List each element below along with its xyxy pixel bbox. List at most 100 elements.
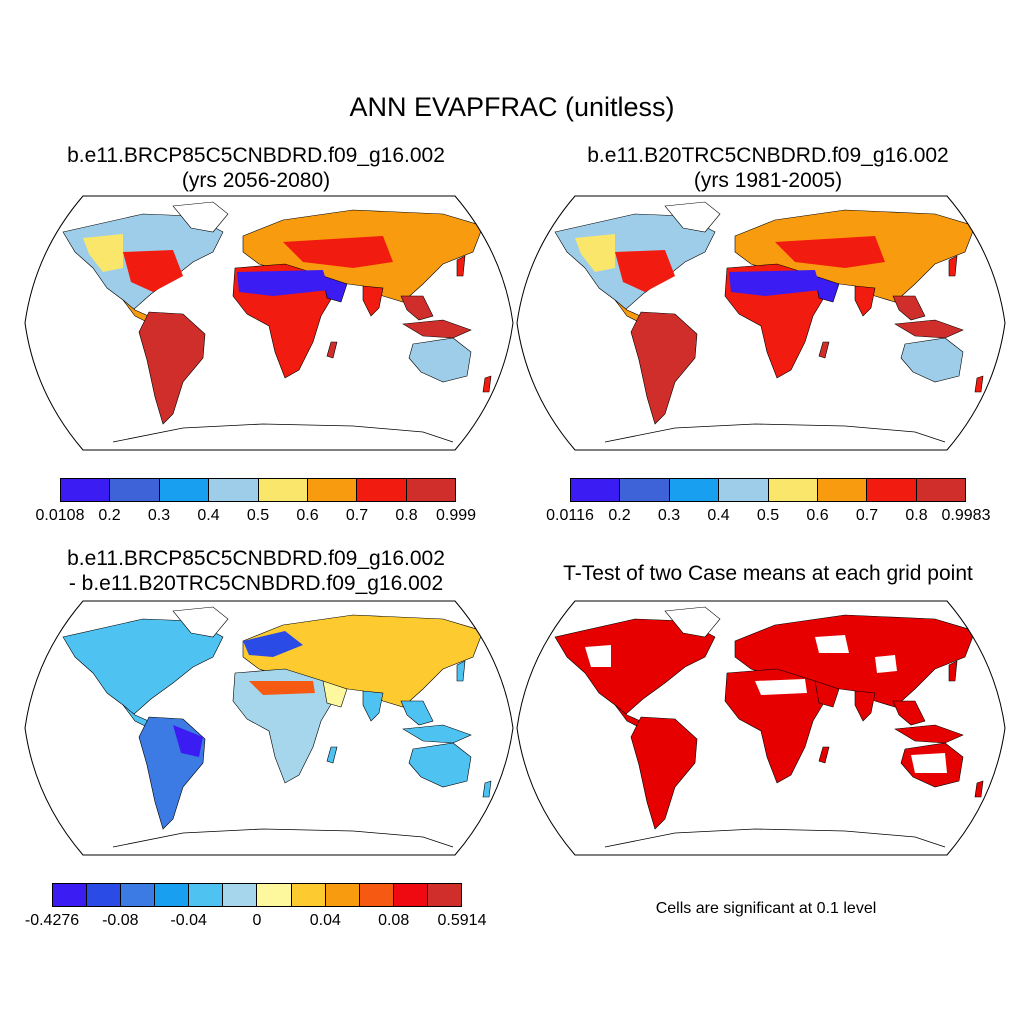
panel2-title-line2: (yrs 1981-2005) (693, 169, 843, 192)
colorbar-tick-label: 0.8 (905, 507, 928, 524)
amazon-decrease-region (173, 725, 203, 757)
colorbar-swatch (61, 479, 111, 501)
india-region (362, 285, 384, 317)
non-significant-area (911, 753, 947, 773)
se-asia-region (892, 700, 926, 726)
colorbar-tick-label: 0.04 (309, 912, 341, 929)
colorbar-swatch (406, 479, 455, 501)
colorbar-swatch (189, 884, 224, 906)
japan-region (948, 660, 958, 682)
arabia-region (814, 275, 840, 303)
figure-title: ANN EVAPFRAC (unitless) (349, 92, 675, 122)
non-significant-area (755, 679, 807, 695)
arabia-region (322, 275, 348, 303)
colorbar-tick-label: 0.08 (378, 912, 410, 929)
colorbar-swatch (817, 479, 868, 501)
western-na-region (83, 234, 123, 272)
arabia-region (814, 680, 840, 708)
colorbar-tick-label: 0.7 (345, 507, 369, 524)
australia-region (408, 337, 472, 383)
panel3-title-line1: b.e11.BRCP85C5CNBDRD.f09_g16.002 (67, 547, 445, 570)
colorbar-tick-label: 0.6 (296, 507, 319, 524)
india-region (362, 690, 384, 722)
colorbar-tick-label: 0.5914 (437, 912, 487, 929)
colorbar-swatch (620, 479, 670, 501)
nz-region (974, 375, 984, 393)
colorbar-swatch (209, 479, 259, 501)
greenland-region (664, 606, 721, 638)
japan-region (456, 255, 466, 277)
non-significant-area (585, 645, 611, 667)
colorbar-swatch (916, 479, 965, 501)
greenland-region (664, 201, 721, 233)
indonesia-region (894, 319, 964, 339)
map-border (516, 195, 1006, 451)
significance-note: Cells are significant at 0.1 level (655, 900, 877, 917)
non-significant-area (875, 655, 897, 673)
colorbar-tick-label: 0 (252, 912, 262, 929)
colorbar-tick-label: 0.9983 (941, 507, 991, 524)
colorbar-swatch (110, 479, 160, 501)
panel1-title-line2: (yrs 2056-2080) (181, 169, 331, 192)
panel3-colorbar (52, 883, 462, 907)
panel1-title-line1: b.e11.BRCP85C5CNBDRD.f09_g16.002 (67, 144, 445, 167)
panel1-map (24, 195, 514, 451)
map-border (516, 600, 1006, 856)
colorbar-swatch (359, 884, 394, 906)
colorbar-swatch (155, 884, 190, 906)
madagascar-region (818, 341, 830, 359)
colorbar-tick-label: 0.5 (246, 507, 270, 524)
colorbar-tick-label: 0.5 (756, 507, 780, 524)
colorbar-tick-label: 0.8 (395, 507, 418, 524)
central-asia-region (775, 236, 885, 268)
colorbar-tick-label: 0.0116 (546, 507, 594, 524)
colorbar-swatch (669, 479, 720, 501)
se-asia-region (400, 700, 434, 726)
indonesia-region (402, 724, 472, 744)
colorbar-swatch (53, 884, 88, 906)
eastern-us-region (123, 250, 183, 292)
panel4-map (516, 600, 1006, 856)
nz-region (482, 780, 492, 798)
colorbar-tick-label: 0.6 (806, 507, 829, 524)
japan-region (948, 255, 958, 277)
greenland-region (172, 606, 229, 638)
colorbar-tick-label: 0.3 (657, 507, 681, 524)
non-significant-area (815, 635, 849, 653)
map-border (24, 195, 514, 451)
colorbar-tick-label: 0.999 (435, 507, 477, 524)
colorbar-tick-label: -0.08 (102, 912, 139, 929)
colorbar-tick-label: 0.4 (197, 507, 220, 524)
colorbar-swatch (393, 884, 428, 906)
colorbar-swatch (571, 479, 621, 501)
madagascar-region (818, 746, 830, 764)
colorbar-tick-label: -0.4276 (24, 912, 80, 929)
panel3-map (24, 600, 514, 856)
japan-region (456, 660, 466, 682)
antarctica-coastline (604, 423, 946, 443)
panel2-map (516, 195, 1006, 451)
antarctica-coastline (112, 828, 454, 848)
panel2-title-line1: b.e11.B20TRC5CNBDRD.f09_g16.002 (587, 144, 949, 167)
colorbar-swatch (307, 479, 358, 501)
sahel-increase-region (249, 681, 315, 695)
eastern-us-region (615, 250, 675, 292)
se-asia-region (400, 295, 434, 321)
madagascar-region (326, 746, 338, 764)
panel4-title: T-Test of two Case means at each grid po… (563, 562, 973, 585)
colorbar-tick-label: 0.3 (147, 507, 171, 524)
south-america-region (138, 311, 206, 425)
india-region (854, 690, 876, 722)
madagascar-region (326, 341, 338, 359)
antarctica-coastline (604, 828, 946, 848)
indonesia-region (402, 319, 472, 339)
antarctica-coastline (112, 423, 454, 443)
colorbar-swatch (768, 479, 818, 501)
colorbar-swatch (258, 479, 308, 501)
colorbar-swatch (159, 479, 210, 501)
south-america-region (138, 716, 206, 830)
colorbar-swatch (291, 884, 326, 906)
colorbar-swatch (325, 884, 360, 906)
south-america-region (630, 311, 698, 425)
arabia-region (322, 680, 348, 708)
